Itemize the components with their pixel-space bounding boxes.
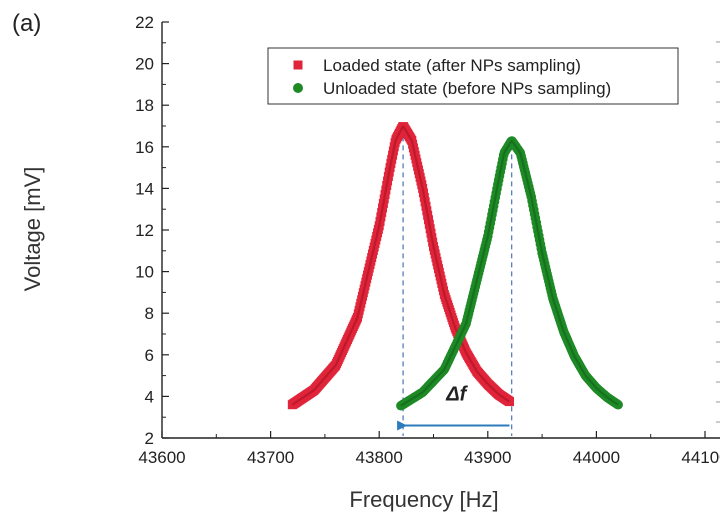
y-tick-label: 18 <box>135 96 154 115</box>
legend-box <box>267 47 679 105</box>
y-tick-label: 14 <box>135 179 154 198</box>
legend-marker-circle <box>293 83 303 93</box>
legend: Loaded state (after NPs sampling) Unloade… <box>267 47 679 105</box>
x-tick-label: 43600 <box>138 448 185 467</box>
y-tick-label: 16 <box>135 138 154 157</box>
y-tick-label: 12 <box>135 221 154 240</box>
y-tick-label: 10 <box>135 263 154 282</box>
data-point <box>505 397 515 407</box>
series-line <box>400 139 619 407</box>
x-tick-label: 44100 <box>681 448 720 467</box>
y-axis-title: Voltage [mV] <box>20 167 45 292</box>
reference-lines <box>402 136 513 436</box>
panel-label: (a) <box>12 10 42 37</box>
y-tick-label: 20 <box>135 55 154 74</box>
series-line <box>291 125 511 406</box>
legend-marker-square <box>293 60 303 70</box>
annotations: Δf <box>397 384 510 431</box>
x-axis-title: Frequency [Hz] <box>349 487 498 512</box>
series-loaded <box>287 122 515 410</box>
axes: 2 4 6 8 10 12 14 16 18 20 22 43600 43700 43800 43900 44… <box>135 13 720 467</box>
y-tick-label: 2 <box>145 429 154 448</box>
x-tick-label: 43800 <box>356 448 403 467</box>
y-tick-label: 6 <box>145 346 154 365</box>
x-tick-label: 44000 <box>573 448 620 467</box>
x-tick-label: 43900 <box>464 448 511 467</box>
y-tick-label: 4 <box>145 387 154 406</box>
y-tick-label: 8 <box>145 304 154 323</box>
x-tick-label: 43700 <box>247 448 294 467</box>
legend-label: Unloaded state (before NPs sampling) <box>323 79 611 98</box>
data-series <box>287 122 623 411</box>
series-unloaded <box>396 136 623 411</box>
y-tick-label: 22 <box>135 13 154 32</box>
delta-f-label: Δf <box>445 384 468 406</box>
legend-label: Loaded state (after NPs sampling) <box>323 56 581 75</box>
